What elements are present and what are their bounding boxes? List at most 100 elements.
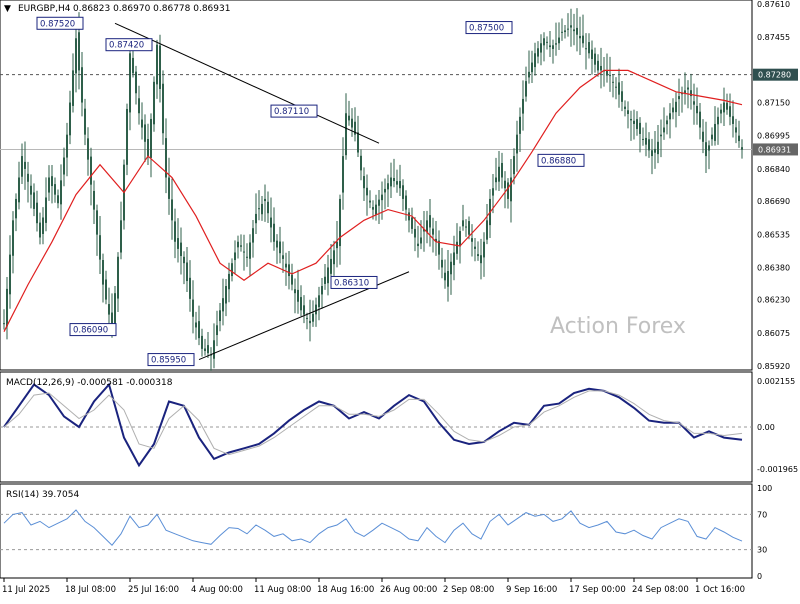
candle-body [495,177,497,183]
candle-body [363,176,365,189]
macd-axis: 0.002155 0.00 -0.001965 [757,377,798,474]
candle-body [612,81,614,83]
candle-body [738,135,740,142]
candle-body [543,38,545,46]
candle-body [405,195,407,210]
candle-body [24,161,26,169]
macd-signal-line [3,390,743,456]
price-annotation-label: 0.86310 [334,278,369,288]
candle-body [324,276,326,284]
candle-body [357,132,359,153]
candle-body [48,177,50,193]
candle-body [369,200,371,203]
candle-body [330,258,332,274]
time-tick-label: 11 Jul 2025 [2,585,50,595]
candle-body [234,252,236,261]
candle-body [687,87,689,90]
candle-body [741,147,743,150]
candle-body [408,212,410,221]
candle-body [66,134,68,158]
candle-body [486,220,488,240]
candle-body [120,220,122,253]
candle-body [693,101,695,105]
candle-body [690,90,692,97]
candle-body [342,156,344,193]
candle-body [639,122,641,134]
candle-body [645,137,647,145]
candle-body [105,279,107,300]
time-tick-label: 11 Aug 08:00 [254,585,311,595]
candle-body [261,203,263,215]
candle-body [18,177,20,203]
candle-body [315,304,317,315]
price-tick-label: 0.87150 [757,99,790,108]
candle-body [387,183,389,190]
candle-body [444,272,446,281]
candle-body [216,325,218,336]
candle-body [204,348,206,352]
candle-body [576,27,578,35]
candle-body [618,82,620,95]
candle-body [597,60,599,71]
candle-body [225,286,227,304]
time-tick-label: 1 Oct 16:00 [695,585,745,595]
price-panel-frame [0,0,753,371]
candle-body [15,198,17,219]
candle-body [345,113,347,156]
candle-body [654,148,656,153]
macd-series [3,382,743,468]
candle-body [420,237,422,244]
candle-body [558,37,560,44]
candle-body [699,111,701,128]
candle-body [555,43,557,45]
candle-body [33,192,35,209]
candle-body [9,254,11,295]
current-price-text: 0.86931 [758,145,791,154]
candle-body [99,235,101,260]
trendline-upper[interactable] [114,22,380,144]
candle-body [255,213,257,224]
candle-body [459,231,461,247]
candle-body [165,138,167,178]
time-tick-label: 17 Sep 00:00 [569,585,626,595]
candle-body [732,116,734,124]
candle-body [114,293,116,326]
candle-body [279,241,281,254]
dropdown-arrow-icon[interactable]: ▼ [4,4,11,14]
candle-body [630,118,632,121]
candle-body [729,106,731,117]
rsi-axis: 100 70 30 0 [757,484,772,581]
candle-body [666,120,668,125]
candle-body [651,150,653,157]
candle-body [36,202,38,224]
macd-tick-label: 0.00 [757,423,775,432]
candle-body [144,124,146,142]
candle-body [162,83,164,134]
candle-body [327,267,329,284]
candle-body [600,65,602,71]
candle-body [354,121,356,135]
candle-body [591,49,593,59]
price-tick-label: 0.86690 [757,197,790,206]
candle-body [198,321,200,339]
candle-body [159,45,161,89]
candle-body [246,256,248,258]
price-annotation-box [105,38,153,52]
candle-body [108,304,110,315]
candle-body [510,177,512,202]
candle-body [396,181,398,185]
candle-body [207,345,209,354]
price-annotation-box [36,16,84,30]
candle-body [192,299,194,317]
price-tick-label: 0.87455 [757,33,790,42]
candle-body [681,93,683,95]
candle-body [534,53,536,68]
time-tick-label: 24 Sep 08:00 [632,585,689,595]
candle-body [663,127,665,133]
candle-body [564,30,566,33]
candle-body [375,204,377,215]
candle-body [312,313,314,322]
candle-body [561,31,563,33]
